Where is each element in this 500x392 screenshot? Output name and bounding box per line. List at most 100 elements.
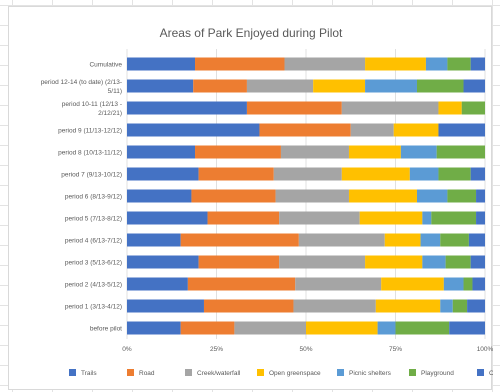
bar-segment bbox=[295, 277, 382, 291]
y-tick-label: period 7 (9/13-10/12) bbox=[61, 171, 122, 178]
bar-segment bbox=[365, 79, 417, 93]
bar-segment bbox=[127, 79, 194, 93]
bar-segment bbox=[476, 211, 485, 225]
bar-segment bbox=[306, 321, 378, 335]
bar-segment bbox=[198, 255, 280, 269]
bar-segment bbox=[452, 299, 468, 313]
x-tick-label: 50% bbox=[299, 346, 312, 353]
bar-segment bbox=[275, 189, 349, 203]
legend-swatch bbox=[409, 369, 416, 376]
bar-segment bbox=[393, 123, 439, 137]
bar-segment bbox=[476, 189, 485, 203]
legend-swatch bbox=[127, 369, 134, 376]
bar-segment bbox=[438, 167, 471, 181]
bar-segment bbox=[365, 57, 426, 71]
bars bbox=[127, 57, 485, 335]
bar-segment bbox=[409, 167, 439, 181]
bar-segment bbox=[127, 233, 181, 247]
bar-segment bbox=[348, 145, 401, 159]
bar-segment bbox=[420, 233, 441, 247]
y-tick-label: period 12-14 (to date) (2/13-5/11) bbox=[41, 79, 122, 95]
bar-segment bbox=[467, 299, 485, 313]
bar-segment bbox=[127, 321, 181, 335]
bar-segment bbox=[127, 211, 208, 225]
y-tick-label: period 8 (10/13-11/12) bbox=[58, 149, 122, 156]
legend-label: Playground bbox=[421, 370, 454, 377]
bar-segment bbox=[127, 277, 188, 291]
bar-segment bbox=[127, 167, 199, 181]
bar-segment bbox=[193, 79, 247, 93]
y-tick-label: Cumulative bbox=[89, 61, 122, 68]
bar-segment bbox=[195, 145, 281, 159]
bar-segment bbox=[377, 321, 396, 335]
bar-segment bbox=[422, 211, 432, 225]
legend-swatch bbox=[477, 369, 484, 376]
bar-segment bbox=[191, 189, 276, 203]
bar-segment bbox=[416, 189, 448, 203]
bar-segment bbox=[234, 321, 306, 335]
bar-segment bbox=[348, 189, 417, 203]
bar-segment bbox=[293, 299, 376, 313]
y-tick-label: period 10-11 (12/13 -2/12/21) bbox=[62, 101, 122, 117]
y-axis-labels: Cumulative period 12-14 (to date) (2/13-5… bbox=[41, 61, 123, 332]
bar-segment bbox=[443, 277, 464, 291]
bar-segment bbox=[463, 79, 485, 93]
x-axis-ticks: 0% 25% 50% 75% 100% bbox=[122, 346, 493, 353]
bar-segment bbox=[127, 57, 196, 71]
bar-segment bbox=[400, 145, 437, 159]
bar-segment bbox=[438, 123, 485, 137]
bar-segment bbox=[447, 57, 471, 71]
x-tick-label: 0% bbox=[122, 346, 132, 353]
legend-label: Road bbox=[139, 370, 155, 377]
legend: Trails Road Creek/waterfall Open greenspace… bbox=[69, 369, 493, 377]
bar-segment bbox=[313, 79, 366, 93]
bar-segment bbox=[440, 299, 453, 313]
x-tick-label: 75% bbox=[389, 346, 402, 353]
bar-segment bbox=[425, 57, 448, 71]
bar-segment bbox=[395, 321, 450, 335]
bar-segment bbox=[127, 189, 192, 203]
bar-segment bbox=[341, 167, 410, 181]
bar-segment bbox=[198, 167, 274, 181]
x-tick-label: 25% bbox=[210, 346, 223, 353]
y-tick-label: period 5 (7/13-8/12) bbox=[65, 215, 122, 222]
bar-segment bbox=[461, 101, 485, 115]
bar-segment bbox=[195, 57, 285, 71]
legend-label: Picnic shelters bbox=[349, 370, 392, 377]
x-tick-label: 100% bbox=[477, 346, 493, 353]
stacked-bar-chart: Areas of Park Enjoyed during Pilot Cumul… bbox=[41, 26, 493, 377]
bar-segment bbox=[375, 299, 441, 313]
bar-segment bbox=[359, 211, 423, 225]
y-tick-label: period 9 (11/13-12/12) bbox=[58, 127, 122, 134]
legend-label: Trails bbox=[81, 370, 97, 377]
bar-segment bbox=[447, 189, 477, 203]
bar-segment bbox=[203, 299, 294, 313]
bar-segment bbox=[298, 233, 385, 247]
y-tick-label: period 4 (6/13-7/12) bbox=[65, 237, 122, 244]
bar-segment bbox=[449, 321, 485, 335]
chart-area[interactable]: Areas of Park Enjoyed during Pilot Cumul… bbox=[8, 6, 493, 390]
legend-swatch bbox=[257, 369, 264, 376]
bar-segment bbox=[180, 233, 299, 247]
bar-segment bbox=[365, 255, 423, 269]
legend-label: Open greenspace bbox=[269, 370, 321, 377]
bar-segment bbox=[341, 101, 439, 115]
bar-segment bbox=[384, 233, 421, 247]
bar-segment bbox=[279, 211, 360, 225]
y-tick-label: period 6 (8/13-9/12) bbox=[65, 193, 122, 200]
legend-swatch bbox=[69, 369, 76, 376]
bar-segment bbox=[180, 321, 235, 335]
bar-segment bbox=[470, 167, 485, 181]
legend-label: Other bbox=[489, 370, 493, 377]
bar-segment bbox=[284, 57, 366, 71]
bar-segment bbox=[438, 101, 462, 115]
bar-segment bbox=[470, 255, 485, 269]
bar-segment bbox=[463, 277, 473, 291]
bar-segment bbox=[280, 145, 349, 159]
bar-segment bbox=[127, 101, 247, 115]
legend-swatch bbox=[337, 369, 344, 376]
y-tick-label: before pilot bbox=[90, 325, 122, 332]
bar-segment bbox=[416, 79, 464, 93]
bar-segment bbox=[445, 255, 471, 269]
bar-segment bbox=[246, 79, 314, 93]
